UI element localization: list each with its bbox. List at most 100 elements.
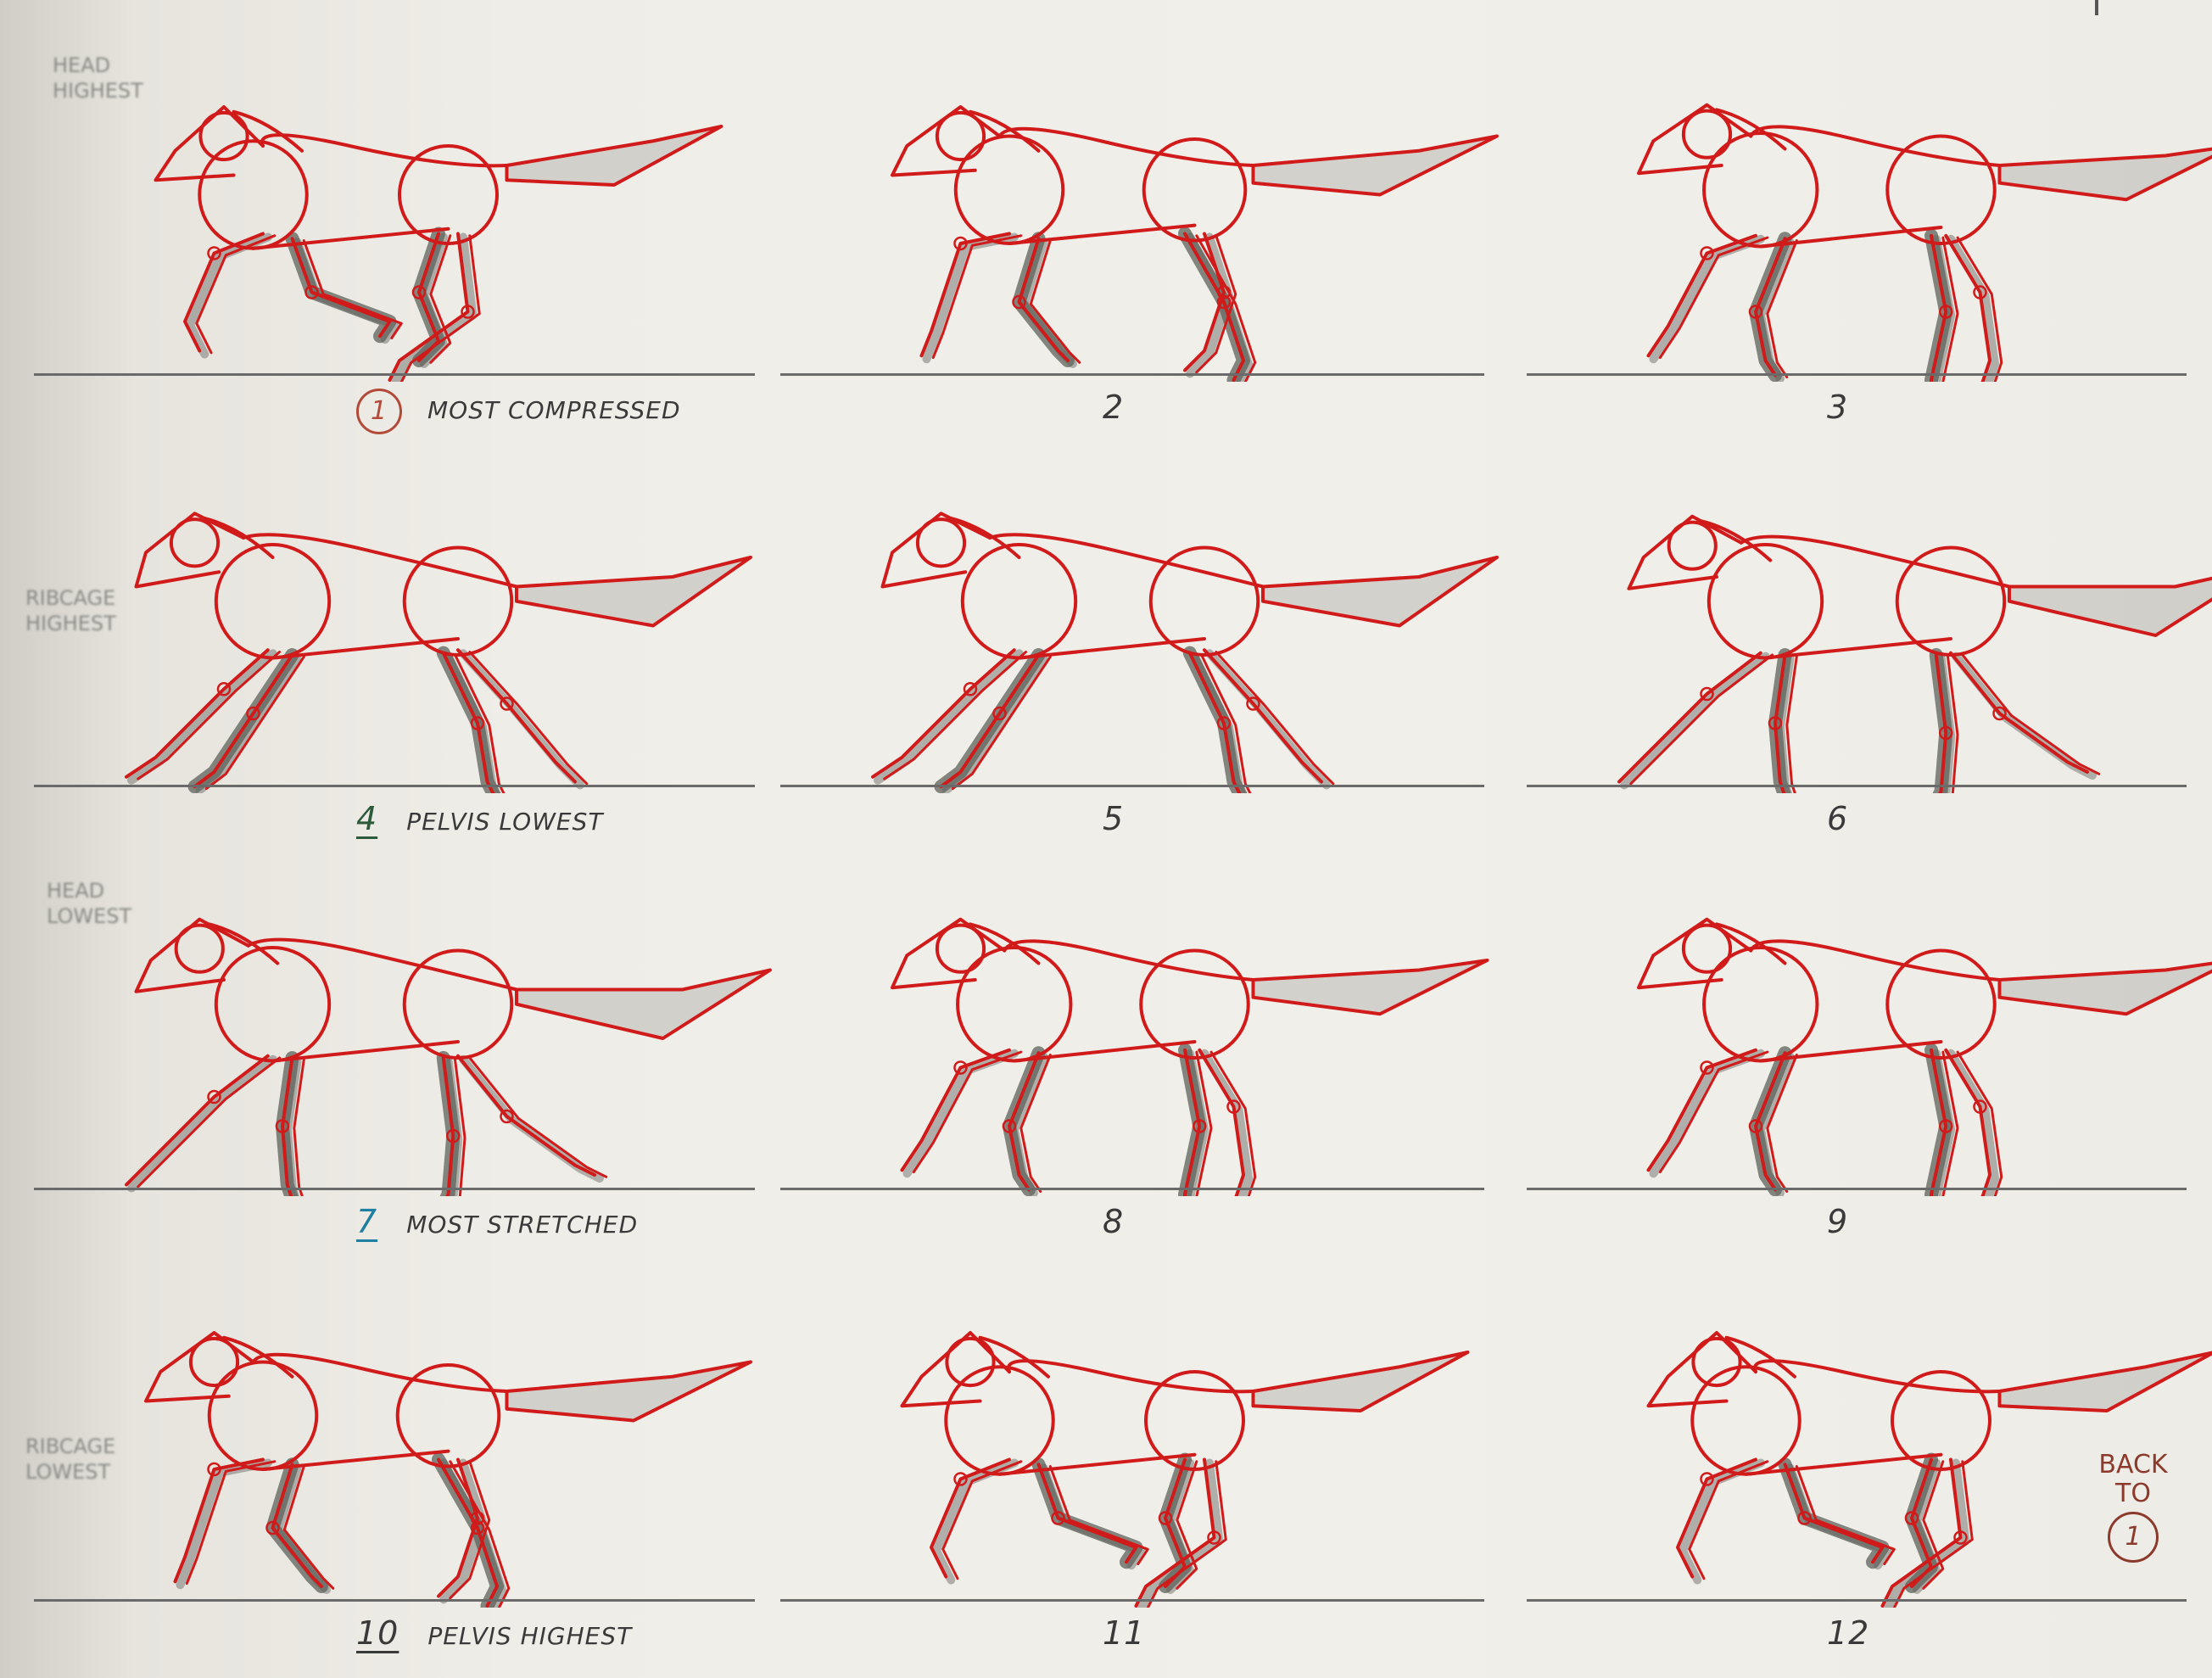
animation-frame-7: 7 MOST STRETCHED (34, 865, 780, 1264)
leg-outline-inner (1688, 1460, 1769, 1580)
leg-outline (1203, 648, 1323, 784)
red-construction-overlay (891, 105, 1499, 382)
head-outline (1637, 103, 1753, 176)
leg-outline-inner (1785, 655, 1798, 793)
back-to-label: BACK TO (2098, 1450, 2168, 1508)
side-note-ribcage-lowest: RIBCAGE LOWEST (25, 1435, 116, 1484)
pelvis-circle (1885, 948, 1997, 1060)
tail-shading (517, 970, 770, 1038)
tail-shading (2009, 578, 2212, 635)
horse-drawing (154, 105, 723, 382)
frame-number: 12 (1827, 1614, 1870, 1652)
corner-pencil-mark (2095, 0, 2098, 15)
red-construction-overlay (125, 512, 752, 793)
leg-outline (1187, 651, 1242, 793)
joint-circle (1226, 1099, 1241, 1114)
tail-outline (1997, 961, 2212, 1016)
tail-shading (1253, 136, 1497, 195)
frame-caption: 8 (1103, 1203, 1124, 1240)
tail-shading (1999, 148, 2212, 200)
pencil-underdrawing (874, 649, 1331, 793)
horse-drawing (144, 1331, 752, 1608)
horse-drawing (871, 512, 1499, 793)
head-circle (198, 110, 249, 162)
leg-outline-inner (137, 1056, 282, 1189)
leg-outline-inner (468, 651, 589, 786)
red-construction-overlay (891, 917, 1489, 1196)
joint-circle (1768, 716, 1783, 730)
joint-circle (1246, 696, 1260, 711)
leg-outline-inner (1209, 1050, 1257, 1196)
leg-outline (1930, 1048, 1948, 1196)
frame-caption: 12 (1827, 1614, 1869, 1652)
frame-number: 6 (1827, 800, 1849, 837)
leg-outline (125, 1054, 270, 1187)
leg-outline-inner (449, 1460, 491, 1600)
red-construction-overlay (1646, 1331, 2212, 1608)
leg-outline (290, 237, 392, 338)
tail-outline (515, 968, 772, 1040)
head-outline (134, 512, 245, 589)
horse-drawing (125, 512, 752, 793)
leg-outline-inner (399, 234, 481, 382)
belly-line (251, 227, 450, 250)
joint-circle (446, 1128, 461, 1144)
joint-circle (1748, 305, 1763, 319)
horse-drawing (1637, 917, 2212, 1196)
head-circle (188, 1336, 240, 1388)
tail-outline (1997, 147, 2212, 202)
animation-frame-10: 10 PELVIS HIGHEST (34, 1277, 780, 1675)
red-construction-overlay (1637, 917, 2212, 1196)
side-note-head-highest: HEAD HIGHEST (53, 53, 143, 103)
ground-line (780, 1599, 1484, 1602)
leg-outline (1134, 1457, 1216, 1608)
head-circle (1691, 1336, 1742, 1388)
belly-line (1758, 226, 1943, 249)
leg-outline (1017, 237, 1070, 362)
pelvis-circle (1139, 948, 1250, 1060)
frame-number: 3 (1827, 389, 1849, 426)
head-outline (1646, 1331, 1757, 1408)
leg-outline-inner (1195, 234, 1257, 382)
back-to-target-circle: 1 (2108, 1512, 2159, 1563)
leg-outline (1183, 232, 1226, 372)
joint-circle (1012, 294, 1026, 310)
leg-outline-inner (951, 655, 1052, 791)
leg-outline (456, 1054, 596, 1177)
joint-circle (207, 246, 221, 260)
horse-drawing (1646, 1331, 2212, 1608)
leg-outline (125, 648, 270, 779)
joint-circle (1002, 1119, 1017, 1133)
frame-caption: 3 (1827, 389, 1848, 426)
leg-outline-inner (282, 1465, 335, 1590)
head-outline (880, 512, 991, 589)
leg-outline-inner (1922, 1460, 1945, 1590)
leg-outline (1949, 651, 2089, 774)
leg-outline-inner (1961, 653, 2101, 775)
back-line (1739, 534, 2011, 589)
leg-outline (1617, 651, 1762, 784)
head-circle (1681, 109, 1733, 159)
leg-outline-inner (1200, 653, 1252, 793)
leg-outline-inner (195, 234, 276, 355)
leg-outline (1754, 1051, 1787, 1192)
pelvis-circle (395, 1362, 501, 1468)
leg-outline (437, 1457, 479, 1598)
belly-line (271, 637, 460, 660)
frame-number: 7 (356, 1203, 378, 1240)
joint-circle (1939, 305, 1953, 319)
leg-outline-inner (293, 1058, 305, 1196)
head-outline (900, 1331, 1011, 1408)
leg-outline (1036, 1463, 1138, 1564)
ground-line (34, 1188, 755, 1190)
leg-outline (1934, 653, 1948, 793)
red-construction-overlay (154, 105, 723, 382)
joint-circle (1973, 1099, 1987, 1114)
leg-outline (1183, 1048, 1202, 1196)
leg-outline-inner (1176, 1460, 1198, 1590)
tail-outline (1251, 134, 1499, 197)
horse-drawing (900, 1331, 1470, 1608)
animation-frame-2: 2 (780, 51, 1510, 450)
joint-circle (1973, 285, 1987, 299)
